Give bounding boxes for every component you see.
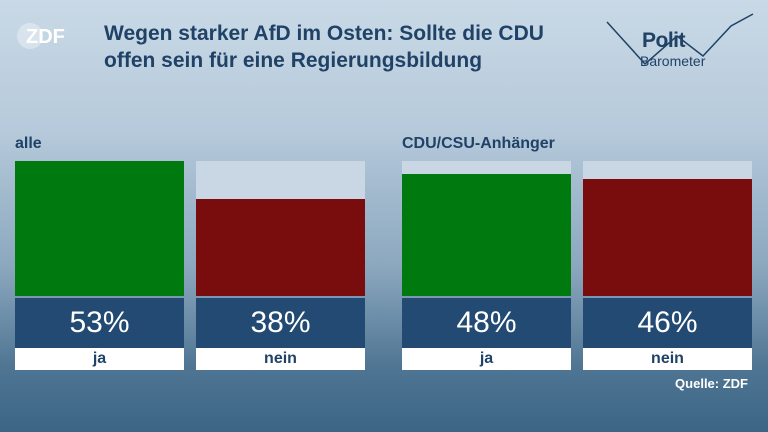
category-label-1-1: nein — [583, 348, 752, 370]
bar-track-1-0 — [402, 161, 571, 296]
category-label-0-1: nein — [196, 348, 365, 370]
value-label-1-0: 48% — [402, 298, 571, 348]
bar-track-0-0 — [15, 161, 184, 296]
chart-title: Wegen starker AfD im Osten: Sollte die C… — [104, 22, 544, 72]
bar-ja-1 — [402, 173, 571, 296]
brand-line-1: Polit — [642, 29, 686, 52]
bar-nein-1 — [583, 178, 752, 296]
brand-line-2: Barometer — [640, 53, 706, 69]
source-note: Quelle: ZDF — [675, 376, 748, 391]
value-label-0-0: 53% — [15, 298, 184, 348]
zdf-logo-text: ZDF — [26, 26, 65, 48]
politbarometer-logo: Polit Barometer — [605, 12, 755, 74]
bar-track-0-1 — [196, 161, 365, 296]
group-label-0: alle — [15, 135, 42, 152]
bar-ja-0 — [15, 161, 184, 296]
politbarometer-zigzag-icon — [606, 13, 754, 66]
category-label-0-0: ja — [15, 348, 184, 370]
category-label-1-0: ja — [402, 348, 571, 370]
value-label-0-1: 38% — [196, 298, 365, 348]
value-label-1-1: 46% — [583, 298, 752, 348]
bar-nein-0 — [196, 199, 365, 296]
group-label-1: CDU/CSU-Anhänger — [402, 135, 555, 152]
zdf-logo: ZDF — [16, 22, 80, 50]
bar-track-1-1 — [583, 161, 752, 296]
